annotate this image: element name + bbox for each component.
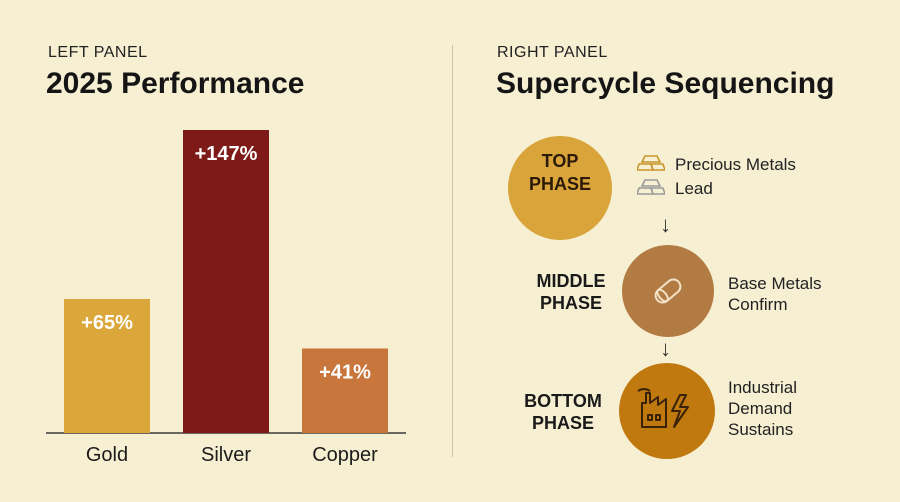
data-label-silver: +147% <box>195 143 258 165</box>
right-panel-title: Supercycle Sequencing <box>496 67 835 100</box>
top-phase-item-1: Precious Metals <box>675 155 796 174</box>
panel-divider <box>452 45 453 457</box>
arrow-down-icon: ↓ <box>660 212 671 237</box>
factory-lightning-icon <box>637 388 689 428</box>
right-panel-label: RIGHT PANEL <box>497 44 608 61</box>
middle-phase-label: MIDDLE PHASE <box>526 270 616 314</box>
data-label-gold: +65% <box>81 312 133 334</box>
top-phase-circle <box>508 136 612 240</box>
bar-copper <box>302 348 388 433</box>
bottom-phase-item-2: Demand <box>728 399 793 418</box>
bottom-phase-item-3: Sustains <box>728 420 794 439</box>
data-label-copper: +41% <box>319 361 371 383</box>
bottom-phase-label: BOTTOM PHASE <box>514 390 612 434</box>
bottom-phase-line2: PHASE <box>531 413 594 433</box>
top-phase-line1: TOP <box>541 151 579 171</box>
middle-phase-item-1: Base Metals <box>728 274 822 293</box>
left-panel-label: LEFT PANEL <box>48 44 148 61</box>
left-panel-title: 2025 Performance <box>46 67 305 100</box>
middle-phase-circle <box>622 245 714 337</box>
tick-label-gold: Gold <box>86 444 128 466</box>
arrow-down-icon: ↓ <box>660 336 671 361</box>
middle-phase-line2: PHASE <box>539 293 602 313</box>
bottom-phase-text: Industrial Demand Sustains <box>728 377 797 440</box>
tick-label-copper: Copper <box>312 444 378 466</box>
bottom-phase-item-1: Industrial <box>728 378 797 397</box>
bar-silver <box>183 130 269 433</box>
middle-phase-text: Base Metals Confirm <box>728 273 822 315</box>
lead-bar-icon <box>637 179 665 195</box>
bottom-phase-line1: BOTTOM <box>524 391 602 411</box>
top-phase-line2: PHASE <box>528 174 591 194</box>
top-phase-item-2: Lead <box>675 179 713 198</box>
middle-phase-item-2: Confirm <box>728 295 788 314</box>
tick-label-silver: Silver <box>201 444 251 466</box>
bar-gold <box>64 299 150 433</box>
gold-bar-icon <box>637 155 665 171</box>
pipe-icon <box>654 278 682 304</box>
performance-bar-chart: +65% Gold +147% Silver +41% Copper <box>46 130 406 466</box>
top-phase-label: TOP PHASE <box>508 150 612 196</box>
middle-phase-line1: MIDDLE <box>536 271 606 291</box>
